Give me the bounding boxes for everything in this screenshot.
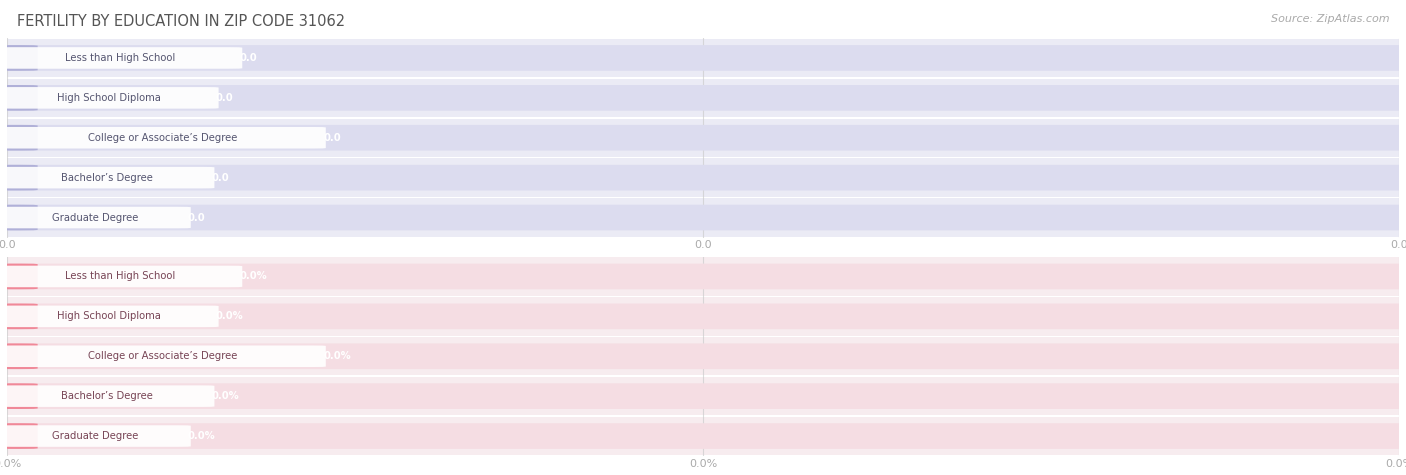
Text: 0.0%: 0.0% <box>212 391 239 401</box>
FancyBboxPatch shape <box>0 47 242 69</box>
FancyBboxPatch shape <box>0 45 38 71</box>
Text: 0.0%: 0.0% <box>239 271 267 282</box>
FancyBboxPatch shape <box>0 165 1406 190</box>
Text: FERTILITY BY EDUCATION IN ZIP CODE 31062: FERTILITY BY EDUCATION IN ZIP CODE 31062 <box>17 14 344 29</box>
Text: Graduate Degree: Graduate Degree <box>52 431 138 441</box>
Text: Less than High School: Less than High School <box>65 53 176 63</box>
FancyBboxPatch shape <box>0 87 218 109</box>
FancyBboxPatch shape <box>0 425 191 447</box>
FancyBboxPatch shape <box>0 207 191 228</box>
FancyBboxPatch shape <box>0 266 242 287</box>
FancyBboxPatch shape <box>0 423 38 449</box>
Text: Less than High School: Less than High School <box>65 271 176 282</box>
Text: 0.0: 0.0 <box>217 93 233 103</box>
FancyBboxPatch shape <box>0 85 1406 111</box>
FancyBboxPatch shape <box>0 165 38 190</box>
FancyBboxPatch shape <box>0 205 1406 230</box>
Text: 0.0: 0.0 <box>188 212 205 223</box>
FancyBboxPatch shape <box>0 304 38 329</box>
FancyBboxPatch shape <box>0 343 38 369</box>
FancyBboxPatch shape <box>0 385 215 407</box>
FancyBboxPatch shape <box>0 345 326 367</box>
FancyBboxPatch shape <box>7 79 1399 117</box>
FancyBboxPatch shape <box>0 127 326 149</box>
Text: Graduate Degree: Graduate Degree <box>52 212 138 223</box>
FancyBboxPatch shape <box>0 205 38 230</box>
Text: 0.0: 0.0 <box>212 172 229 183</box>
Text: 0.0: 0.0 <box>239 53 257 63</box>
Text: High School Diploma: High School Diploma <box>56 311 160 322</box>
Text: College or Associate’s Degree: College or Associate’s Degree <box>87 133 238 143</box>
FancyBboxPatch shape <box>0 423 1406 449</box>
FancyBboxPatch shape <box>0 383 38 409</box>
Text: 0.0%: 0.0% <box>323 351 350 361</box>
FancyBboxPatch shape <box>7 377 1399 415</box>
FancyBboxPatch shape <box>7 297 1399 335</box>
Text: 0.0: 0.0 <box>323 133 340 143</box>
Text: Source: ZipAtlas.com: Source: ZipAtlas.com <box>1271 14 1389 24</box>
FancyBboxPatch shape <box>0 383 1406 409</box>
FancyBboxPatch shape <box>0 125 38 151</box>
FancyBboxPatch shape <box>0 343 1406 369</box>
FancyBboxPatch shape <box>0 125 1406 151</box>
Text: Bachelor’s Degree: Bachelor’s Degree <box>60 172 152 183</box>
FancyBboxPatch shape <box>7 417 1399 455</box>
FancyBboxPatch shape <box>7 39 1399 77</box>
FancyBboxPatch shape <box>0 45 1406 71</box>
FancyBboxPatch shape <box>7 199 1399 237</box>
FancyBboxPatch shape <box>0 167 215 189</box>
Text: College or Associate’s Degree: College or Associate’s Degree <box>87 351 238 361</box>
FancyBboxPatch shape <box>7 337 1399 375</box>
FancyBboxPatch shape <box>0 264 38 289</box>
FancyBboxPatch shape <box>0 264 1406 289</box>
FancyBboxPatch shape <box>0 304 1406 329</box>
FancyBboxPatch shape <box>0 305 218 327</box>
FancyBboxPatch shape <box>7 159 1399 197</box>
Text: High School Diploma: High School Diploma <box>56 93 160 103</box>
Text: 0.0%: 0.0% <box>188 431 215 441</box>
FancyBboxPatch shape <box>7 257 1399 295</box>
Text: Bachelor’s Degree: Bachelor’s Degree <box>60 391 152 401</box>
FancyBboxPatch shape <box>0 85 38 111</box>
FancyBboxPatch shape <box>7 119 1399 157</box>
Text: 0.0%: 0.0% <box>217 311 243 322</box>
